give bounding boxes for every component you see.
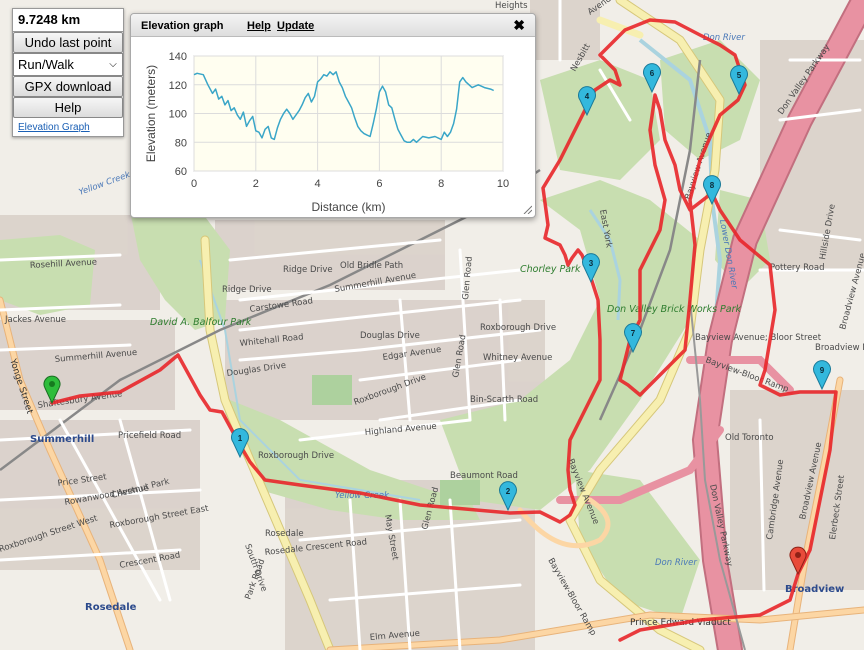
map-label-glen-rd2: Glen Road xyxy=(461,256,475,300)
map-label-bayview-bloor: Bayview Avenue; Bloor Street xyxy=(695,333,822,343)
y-axis-label: Elevation (meters) xyxy=(144,65,158,162)
map-label-old-bridle: Old Bridle Path xyxy=(340,261,403,271)
activity-mode-value: Run/Walk xyxy=(18,57,74,72)
km-marker-label: 8 xyxy=(710,181,715,190)
km-marker-2[interactable]: 2 xyxy=(499,481,517,512)
map-label-elm-ave: Elm Avenue xyxy=(369,629,420,643)
x-axis-label: Distance (km) xyxy=(311,200,385,214)
route-line xyxy=(50,18,838,642)
x-tick-label: 8 xyxy=(438,178,444,190)
map-label-rosedale: Rosedale xyxy=(265,529,304,539)
km-marker-label: 3 xyxy=(589,259,594,268)
x-tick-label: 6 xyxy=(376,178,382,190)
elevation-update-link[interactable]: Update xyxy=(277,20,315,32)
km-marker-1[interactable]: 1 xyxy=(231,428,249,459)
start-pin-icon[interactable] xyxy=(43,375,61,405)
map-label-pricefield: Pricefield Road xyxy=(118,431,181,441)
km-marker-label: 1 xyxy=(238,434,243,443)
help-button[interactable]: Help xyxy=(13,97,123,118)
elevation-help-link[interactable]: Help xyxy=(247,20,271,32)
km-marker-label: 2 xyxy=(506,487,511,496)
map-label-whitney: Whitney Avenue xyxy=(483,353,552,363)
km-marker-7[interactable]: 7 xyxy=(624,323,642,354)
chevron-down-icon: ⌵ xyxy=(109,59,117,70)
km-marker-8[interactable]: 8 xyxy=(703,175,721,206)
map-label-roxborough-dr: Roxborough Drive xyxy=(480,323,556,333)
map-label-don-river: Don River xyxy=(703,33,745,43)
elevation-graph-link[interactable]: Elevation Graph xyxy=(18,122,90,133)
map-label-heights: Heights xyxy=(495,1,528,11)
map-label-brick-works: Don Valley Brick Works Park xyxy=(607,304,741,315)
map-label-beaumont: Beaumont Road xyxy=(450,471,518,481)
map-label-chorley: Chorley Park xyxy=(520,264,581,275)
map-label-ridge: Ridge Drive xyxy=(222,285,272,295)
km-marker-5[interactable]: 5 xyxy=(730,65,748,96)
map-label-don-river2: Don River xyxy=(655,558,697,568)
y-tick-label: 140 xyxy=(169,51,187,63)
map-label-balfour: David A. Balfour Park xyxy=(150,317,252,328)
y-tick-label: 100 xyxy=(169,109,187,121)
close-icon[interactable]: ✖ xyxy=(513,17,525,33)
elevation-window-header[interactable]: Elevation graph Help Update ✖ xyxy=(131,14,535,37)
map-label-rosedale-station: Rosedale xyxy=(85,602,137,613)
y-tick-label: 60 xyxy=(175,166,187,178)
km-marker-9[interactable]: 9 xyxy=(813,360,831,391)
km-marker-6[interactable]: 6 xyxy=(643,63,661,94)
map-label-roxborough-dr3: Roxborough Drive xyxy=(258,451,334,461)
map-label-jackes: Jackes Avenue xyxy=(4,315,66,325)
x-tick-label: 4 xyxy=(315,178,321,190)
gpx-download-button[interactable]: GPX download xyxy=(13,76,123,97)
km-marker-label: 9 xyxy=(820,366,825,375)
undo-last-point-button[interactable]: Undo last point xyxy=(13,32,123,53)
km-marker-label: 4 xyxy=(585,92,590,101)
elevation-graph-window: Elevation graph Help Update ✖ 0 2 4 6 8 10 60 8… xyxy=(130,13,536,218)
route-controls-panel: 9.7248 km Undo last point Run/Walk ⌵ GPX… xyxy=(12,8,124,137)
map-label-summerhill: Summerhill xyxy=(30,434,94,445)
map-label-broadview-north: Broadview North xyxy=(815,343,864,353)
map-label-ridge2: Ridge Drive xyxy=(283,265,333,275)
map-label-yellow-creek: Yellow Creek xyxy=(335,491,390,501)
km-marker-label: 7 xyxy=(631,329,636,338)
km-marker-4[interactable]: 4 xyxy=(578,86,596,117)
elevation-series-line xyxy=(193,71,495,144)
elevation-window-title: Elevation graph xyxy=(141,20,224,32)
map-label-douglas2: Douglas Drive xyxy=(360,331,420,341)
map-label-rosehill: Rosehill Avenue xyxy=(30,257,98,271)
x-tick-label: 10 xyxy=(497,178,509,190)
x-tick-label: 0 xyxy=(191,178,197,190)
activity-mode-select[interactable]: Run/Walk ⌵ xyxy=(13,53,123,76)
km-marker-3[interactable]: 3 xyxy=(582,253,600,284)
map-label-old-toronto: Old Toronto xyxy=(725,433,774,443)
km-marker-label: 5 xyxy=(737,71,742,80)
resize-grip-icon[interactable] xyxy=(522,204,532,214)
map-label-pottery: Pottery Road xyxy=(770,263,824,273)
distance-readout: 9.7248 km xyxy=(13,9,123,32)
y-tick-label: 120 xyxy=(169,80,187,92)
map-label-bin-scarth: Bin-Scarth Road xyxy=(470,395,538,405)
km-marker-label: 6 xyxy=(650,69,655,78)
map-label-broadview: Broadview xyxy=(785,584,844,595)
end-pin-icon[interactable] xyxy=(789,546,807,576)
y-tick-label: 80 xyxy=(175,137,187,149)
elevation-chart: 0 2 4 6 8 10 60 80 100 120 140 Distance (km) Elevati… xyxy=(144,51,509,214)
x-tick-label: 2 xyxy=(253,178,259,190)
